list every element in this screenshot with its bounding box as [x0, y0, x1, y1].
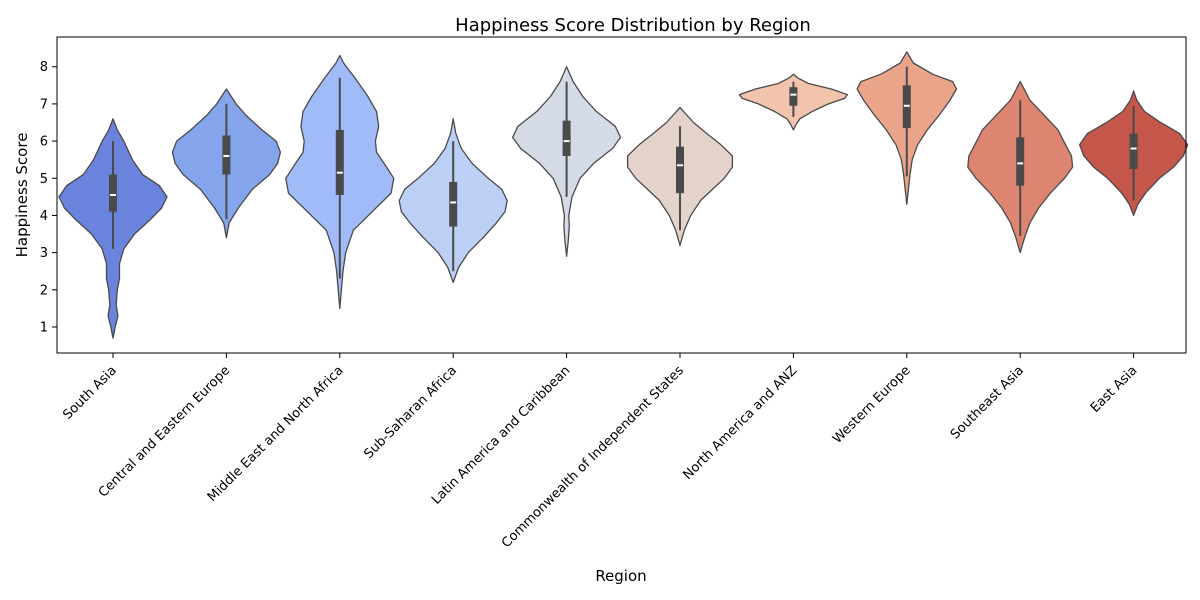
- chart-title: Happiness Score Distribution by Region: [455, 15, 811, 36]
- violin-east-asia: [1078, 90, 1189, 217]
- iqr-box: [789, 87, 798, 106]
- y-axis-ticks: 1 2 3 4 5 6 7 8: [40, 60, 57, 335]
- iqr-box: [1129, 133, 1138, 169]
- x-tick-label: East Asia: [1088, 363, 1141, 416]
- x-tick-label: Middle East and North Africa: [205, 363, 347, 505]
- x-tick-label: Commonwealth of Independent States: [499, 363, 687, 551]
- violin-central-and-eastern-europe: [171, 88, 282, 239]
- x-tick-label: Sub-Saharan Africa: [361, 363, 460, 462]
- y-tick-label: 1: [40, 320, 48, 335]
- y-tick-label: 5: [40, 172, 48, 187]
- violin-latin-america-and-caribbean: [511, 66, 622, 257]
- y-axis-label: Happiness Score: [13, 133, 31, 258]
- iqr-box: [449, 181, 458, 227]
- x-tick-label: Central and Eastern Europe: [96, 363, 233, 500]
- y-tick-label: 8: [40, 60, 48, 75]
- y-tick-label: 3: [40, 246, 48, 261]
- y-tick-label: 6: [40, 135, 48, 150]
- iqr-box: [109, 174, 117, 212]
- violin-commonwealth-of-independent-states: [626, 106, 734, 246]
- iqr-box: [562, 120, 571, 156]
- x-tick-label: North America and ANZ: [680, 363, 800, 483]
- x-tick-label: South Asia: [60, 363, 120, 423]
- x-tick-label: Southeast Asia: [948, 363, 1027, 442]
- violin-western-europe: [856, 51, 958, 205]
- iqr-box: [676, 146, 684, 194]
- violins-group: [58, 51, 1189, 339]
- y-tick-label: 4: [40, 209, 48, 224]
- violin-north-america-and-anz: [738, 73, 849, 131]
- x-tick-label: Western Europe: [830, 363, 914, 447]
- iqr-box: [1016, 137, 1025, 186]
- violin-southeast-asia: [967, 80, 1074, 254]
- y-tick-label: 2: [40, 283, 48, 298]
- iqr-box: [335, 129, 344, 195]
- violin-south-asia: [58, 118, 168, 339]
- violin-sub-saharan-africa: [398, 118, 508, 284]
- x-axis-label: Region: [595, 567, 646, 585]
- violin-middle-east-and-north-africa: [285, 54, 395, 310]
- y-tick-label: 7: [40, 97, 48, 112]
- x-tick-label: Latin America and Caribbean: [429, 363, 574, 508]
- plot-frame: [56, 36, 1187, 354]
